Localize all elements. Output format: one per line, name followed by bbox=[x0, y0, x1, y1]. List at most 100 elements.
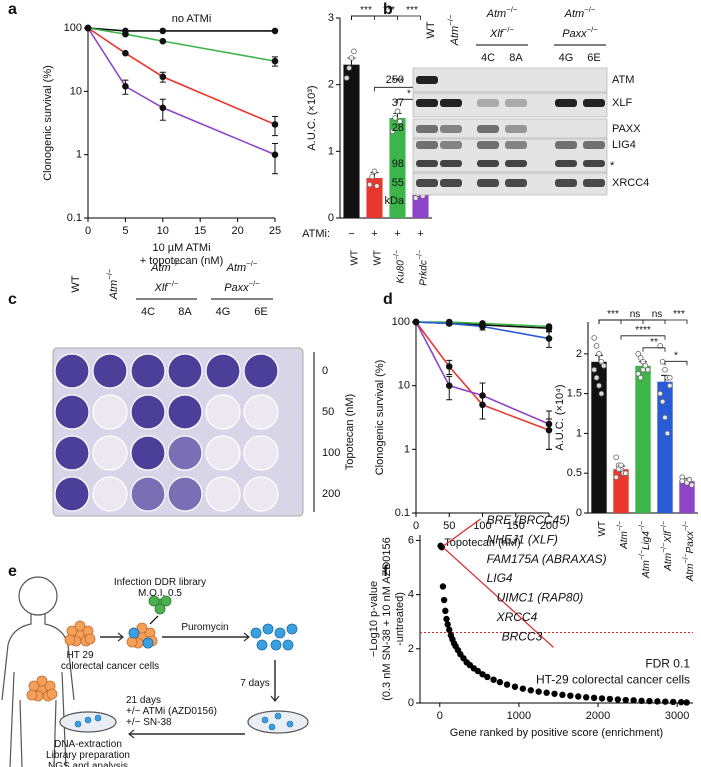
dose-label: 0 bbox=[322, 365, 328, 377]
data-point bbox=[490, 676, 497, 683]
group-label: Paxx−/− bbox=[224, 279, 260, 294]
data-point bbox=[630, 697, 637, 704]
replicate-point bbox=[613, 474, 619, 480]
replicate-point bbox=[637, 374, 644, 381]
treatment-title: ATMi: bbox=[302, 228, 330, 240]
replicate-point bbox=[346, 65, 352, 71]
annotation-pointer bbox=[443, 518, 554, 648]
data-point bbox=[159, 27, 167, 35]
blot-band bbox=[505, 125, 527, 133]
error-bar bbox=[546, 410, 552, 450]
significance-label: *** bbox=[607, 309, 619, 320]
cell bbox=[256, 639, 268, 651]
replicate-point bbox=[596, 382, 602, 389]
blot-band bbox=[505, 160, 527, 167]
data-point bbox=[159, 104, 167, 112]
significance-bracket bbox=[598, 319, 666, 324]
schematic-text: Puromycin bbox=[181, 622, 228, 633]
blot-band bbox=[505, 141, 527, 149]
panel-label: a bbox=[8, 1, 17, 18]
blot-band bbox=[505, 99, 527, 107]
replicate-point bbox=[591, 366, 597, 373]
data-point bbox=[444, 621, 451, 628]
significance-bracket bbox=[620, 335, 666, 340]
y-tick-label: 10 bbox=[70, 85, 82, 97]
data-point bbox=[479, 392, 486, 399]
significance-label: *** bbox=[673, 309, 685, 320]
bar bbox=[389, 118, 406, 218]
data-point bbox=[638, 697, 645, 705]
category-label: WT bbox=[597, 521, 608, 537]
y-axis-label: Clonogenic survival (%) bbox=[42, 65, 54, 181]
bar bbox=[657, 381, 673, 513]
panel-label: d bbox=[383, 291, 393, 308]
blot-band bbox=[416, 76, 438, 84]
data-point bbox=[519, 685, 527, 692]
replicate-point bbox=[593, 374, 600, 381]
well bbox=[92, 476, 128, 512]
blot-band bbox=[477, 141, 499, 149]
note: HT-29 colorectal cancer cells bbox=[536, 673, 690, 687]
cell bbox=[160, 595, 172, 607]
significance-bracket bbox=[642, 347, 666, 352]
replicate-point bbox=[591, 335, 597, 341]
bar bbox=[613, 469, 629, 513]
data-point bbox=[590, 694, 598, 702]
well bbox=[54, 435, 90, 471]
replicate-point bbox=[369, 173, 375, 180]
gene-annotation: LIG4 bbox=[487, 571, 513, 585]
significance-bracket bbox=[351, 15, 375, 20]
blot-band bbox=[416, 179, 438, 187]
data-point bbox=[575, 693, 582, 700]
arrow bbox=[149, 615, 159, 625]
cell bbox=[26, 689, 38, 701]
y-tick-label: 1.5 bbox=[567, 388, 582, 400]
dose-label: 50 bbox=[322, 406, 334, 418]
replicate-point bbox=[343, 75, 350, 81]
series-line bbox=[87, 27, 276, 156]
blot-band bbox=[505, 179, 527, 187]
cell bbox=[286, 623, 298, 635]
mw-marker: 98 bbox=[392, 158, 404, 170]
data-point bbox=[622, 696, 629, 704]
well bbox=[167, 476, 203, 512]
y-axis-label: -untreated) bbox=[394, 592, 406, 646]
body-head bbox=[18, 576, 58, 616]
well bbox=[130, 394, 166, 430]
mw-marker: 37 bbox=[392, 97, 404, 109]
data-point bbox=[271, 57, 279, 65]
gene-annotation: NHEJ1 (XLF) bbox=[487, 533, 558, 547]
x-axis-label: + topotecan (nM) bbox=[140, 255, 223, 267]
cell-drawings bbox=[26, 595, 298, 731]
y-tick-label: 2 bbox=[408, 643, 414, 655]
y-axis-label: A.U.C. (×10³) bbox=[306, 85, 318, 150]
y-tick-label: 0.1 bbox=[67, 212, 82, 224]
y-tick-label: 100 bbox=[64, 22, 82, 34]
cell bbox=[268, 723, 276, 731]
data-point bbox=[445, 320, 453, 327]
schematic-drawing bbox=[1, 576, 309, 767]
cell bbox=[84, 633, 96, 645]
data-point bbox=[527, 687, 534, 694]
data-point bbox=[606, 695, 614, 703]
replicate-point bbox=[618, 462, 624, 469]
significance-label: *** bbox=[392, 76, 404, 87]
mw-marker: 28 bbox=[392, 122, 404, 134]
gene-annotation: UIMC1 (RAP80) bbox=[497, 591, 584, 605]
well bbox=[130, 476, 166, 512]
y-tick-label: 2 bbox=[576, 348, 582, 360]
gene-annotation: XRCC4 bbox=[496, 610, 538, 624]
gene-annotation: BRE (BRCC45) bbox=[487, 513, 570, 527]
cell bbox=[270, 639, 282, 651]
data-point bbox=[271, 151, 279, 158]
y-axis-label: Clonogenic survival (%) bbox=[374, 360, 386, 476]
arrow-head bbox=[117, 632, 124, 642]
group-label: Xlf−/− bbox=[154, 279, 179, 294]
mw-marker: 55 bbox=[392, 177, 404, 189]
category-label: Prkdc−/− bbox=[417, 250, 429, 286]
well bbox=[205, 435, 241, 471]
x-tick-label: 2000 bbox=[586, 710, 610, 722]
blot-band bbox=[583, 99, 605, 107]
clone-label: 6E bbox=[254, 306, 267, 318]
replicate-point bbox=[662, 366, 668, 373]
